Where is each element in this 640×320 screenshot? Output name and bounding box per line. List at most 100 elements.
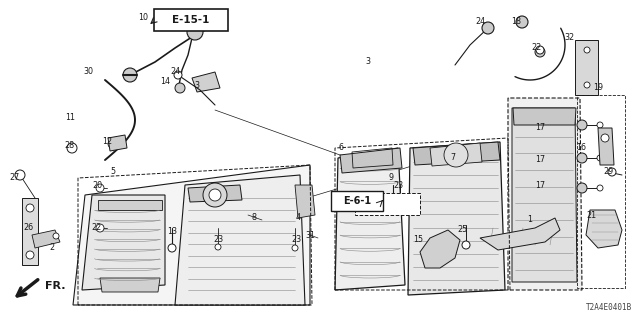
Text: 17: 17 (535, 124, 545, 132)
Polygon shape (508, 98, 582, 290)
Text: 23: 23 (213, 236, 223, 244)
Polygon shape (480, 218, 560, 250)
Text: 29: 29 (604, 167, 614, 177)
Circle shape (577, 183, 587, 193)
Circle shape (67, 143, 77, 153)
Circle shape (174, 71, 182, 79)
Circle shape (577, 120, 587, 130)
Text: E-15-1: E-15-1 (172, 15, 210, 25)
Text: 28: 28 (64, 140, 74, 149)
Circle shape (175, 83, 185, 93)
Polygon shape (575, 40, 598, 95)
Circle shape (215, 244, 221, 250)
Text: FR.: FR. (45, 281, 65, 291)
Text: 15: 15 (413, 236, 423, 244)
Text: 25: 25 (457, 226, 467, 235)
Polygon shape (340, 148, 402, 173)
Text: 4: 4 (296, 213, 301, 222)
Text: 13: 13 (167, 228, 177, 236)
Text: 2: 2 (49, 244, 54, 252)
Text: 24: 24 (475, 18, 485, 27)
Text: T2A4E0401B: T2A4E0401B (586, 303, 632, 312)
Polygon shape (98, 200, 162, 210)
Text: 16: 16 (576, 143, 586, 153)
Polygon shape (82, 195, 165, 290)
Circle shape (187, 24, 203, 40)
Text: 14: 14 (160, 77, 170, 86)
Text: 32: 32 (564, 34, 574, 43)
Circle shape (462, 241, 470, 249)
Text: 31: 31 (305, 230, 315, 239)
Polygon shape (188, 185, 242, 202)
Text: 6: 6 (339, 143, 344, 153)
Text: 27: 27 (9, 173, 19, 182)
Circle shape (601, 134, 609, 142)
Circle shape (597, 122, 603, 128)
Text: 22: 22 (92, 223, 102, 233)
Text: 3: 3 (365, 58, 371, 67)
Text: 12: 12 (102, 138, 112, 147)
Circle shape (597, 155, 603, 161)
Polygon shape (413, 142, 500, 165)
Text: 22: 22 (532, 44, 542, 52)
Circle shape (53, 233, 59, 239)
Text: 8: 8 (252, 213, 257, 222)
Polygon shape (420, 230, 460, 268)
Polygon shape (22, 198, 38, 265)
Circle shape (168, 244, 176, 252)
Text: 3: 3 (195, 81, 200, 90)
Circle shape (535, 47, 545, 57)
Text: E-6-1: E-6-1 (343, 196, 371, 206)
Polygon shape (175, 175, 305, 305)
Polygon shape (108, 135, 127, 151)
Circle shape (26, 204, 34, 212)
Circle shape (482, 22, 494, 34)
Text: 1: 1 (527, 215, 532, 225)
Circle shape (26, 251, 34, 259)
Text: 17: 17 (535, 156, 545, 164)
Polygon shape (408, 142, 505, 295)
Circle shape (584, 82, 590, 88)
Circle shape (577, 153, 587, 163)
Text: 7: 7 (451, 154, 456, 163)
FancyBboxPatch shape (331, 191, 383, 211)
Circle shape (516, 16, 528, 28)
Polygon shape (355, 193, 420, 215)
Circle shape (444, 143, 468, 167)
Polygon shape (32, 230, 60, 248)
Polygon shape (586, 210, 622, 248)
Circle shape (597, 185, 603, 191)
Circle shape (96, 184, 104, 192)
Text: 5: 5 (111, 167, 116, 177)
Text: 20: 20 (92, 180, 102, 189)
Text: 10: 10 (138, 13, 148, 22)
Polygon shape (513, 108, 576, 125)
Circle shape (608, 168, 616, 176)
FancyBboxPatch shape (154, 9, 228, 31)
Text: 17: 17 (535, 180, 545, 189)
Text: 30: 30 (83, 68, 93, 76)
Circle shape (536, 46, 544, 54)
Text: 23: 23 (291, 236, 301, 244)
Polygon shape (192, 72, 220, 92)
Circle shape (381, 195, 391, 205)
Text: 19: 19 (593, 84, 603, 92)
Polygon shape (100, 278, 160, 292)
Polygon shape (295, 185, 315, 218)
Polygon shape (512, 108, 577, 282)
Text: 23: 23 (393, 180, 403, 189)
Circle shape (123, 68, 137, 82)
Circle shape (108, 140, 116, 148)
Circle shape (209, 189, 221, 201)
Text: 9: 9 (388, 173, 394, 182)
Polygon shape (430, 143, 482, 166)
Circle shape (96, 224, 104, 232)
Text: 18: 18 (511, 18, 521, 27)
Polygon shape (335, 148, 405, 290)
Circle shape (389, 199, 397, 207)
Circle shape (15, 170, 25, 180)
Text: 24: 24 (170, 68, 180, 76)
Circle shape (397, 205, 403, 211)
Text: 26: 26 (23, 223, 33, 233)
Polygon shape (73, 165, 310, 305)
